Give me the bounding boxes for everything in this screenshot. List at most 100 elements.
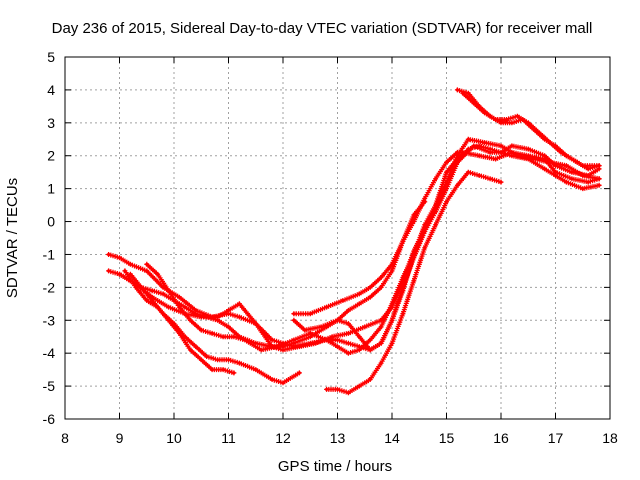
data-point — [461, 150, 465, 154]
data-point — [237, 335, 241, 339]
data-point — [570, 170, 574, 174]
x-tick-label: 9 — [116, 430, 124, 446]
data-point — [308, 312, 312, 316]
data-point — [145, 262, 149, 266]
data-point — [221, 368, 225, 372]
data-point — [401, 239, 405, 243]
series-markers — [324, 169, 504, 396]
data-point — [499, 180, 503, 184]
data-point — [183, 305, 187, 309]
data-point — [150, 289, 154, 293]
data-point — [172, 298, 176, 303]
y-tick-label: -2 — [43, 279, 56, 295]
data-point — [205, 315, 209, 319]
data-point — [270, 345, 274, 349]
y-tick-label: -4 — [43, 345, 56, 361]
y-tick-label: -6 — [43, 411, 56, 427]
data-point — [281, 345, 285, 349]
data-point — [254, 368, 258, 372]
data-point — [412, 256, 416, 260]
data-point — [292, 312, 296, 316]
data-point — [221, 335, 225, 339]
data-point — [325, 387, 329, 391]
x-tick-label: 15 — [439, 430, 455, 446]
data-point — [455, 88, 459, 92]
data-point — [526, 147, 530, 151]
data-point — [461, 91, 465, 95]
data-point — [586, 173, 590, 178]
data-point — [139, 285, 143, 289]
x-tick-label: 18 — [602, 430, 618, 446]
data-point — [107, 269, 111, 273]
data-point — [346, 331, 350, 335]
series-trace-11 — [460, 90, 602, 172]
data-point — [281, 381, 285, 385]
data-point — [319, 325, 323, 329]
data-point — [434, 177, 438, 181]
data-point — [330, 335, 334, 339]
data-point — [210, 368, 214, 372]
data-point — [466, 170, 470, 174]
data-point — [297, 371, 301, 375]
data-point — [553, 173, 558, 178]
y-tick-label: 4 — [47, 82, 55, 98]
data-point — [237, 302, 241, 306]
data-point — [368, 377, 372, 382]
data-point — [194, 312, 198, 316]
data-point — [259, 348, 263, 352]
data-point — [499, 144, 503, 148]
data-point — [488, 177, 492, 181]
y-tick-label: -5 — [43, 378, 56, 394]
data-point — [564, 164, 569, 168]
data-point — [379, 325, 383, 329]
data-point — [270, 338, 274, 342]
data-point — [123, 269, 127, 273]
data-point — [466, 91, 470, 95]
data-point — [466, 137, 470, 141]
data-point — [597, 164, 601, 168]
data-point — [368, 348, 372, 352]
series-trace-7 — [324, 169, 504, 396]
data-point — [564, 180, 569, 184]
data-point — [232, 335, 236, 339]
data-point — [368, 338, 372, 342]
data-point — [237, 361, 241, 365]
data-point — [553, 170, 558, 174]
data-point — [194, 308, 198, 312]
data-point — [510, 144, 514, 148]
data-point — [597, 167, 601, 171]
data-point — [548, 141, 552, 145]
data-point — [357, 302, 361, 306]
data-point — [194, 345, 198, 349]
data-point — [444, 160, 449, 164]
y-tick-label: 1 — [47, 181, 55, 197]
data-point — [188, 348, 192, 352]
data-point — [167, 289, 171, 293]
series-line — [129, 273, 301, 384]
data-point — [117, 272, 122, 276]
data-point — [357, 292, 361, 296]
data-point — [117, 256, 122, 260]
y-tick-label: 2 — [47, 148, 55, 164]
data-series — [106, 87, 602, 396]
data-point — [346, 322, 350, 326]
data-point — [499, 150, 503, 154]
data-point — [379, 285, 383, 289]
data-point — [237, 315, 241, 319]
data-point — [341, 298, 345, 303]
data-point — [335, 345, 340, 349]
plot-frame — [64, 56, 611, 420]
data-point — [292, 338, 296, 342]
data-point — [570, 177, 574, 181]
data-point — [335, 338, 340, 342]
data-point — [368, 285, 372, 289]
data-point — [586, 180, 590, 184]
data-point — [390, 269, 394, 273]
data-point — [216, 358, 220, 362]
data-point — [434, 210, 438, 214]
data-point — [308, 335, 312, 339]
data-point — [167, 305, 171, 309]
data-point — [537, 131, 541, 135]
data-point — [510, 150, 514, 154]
